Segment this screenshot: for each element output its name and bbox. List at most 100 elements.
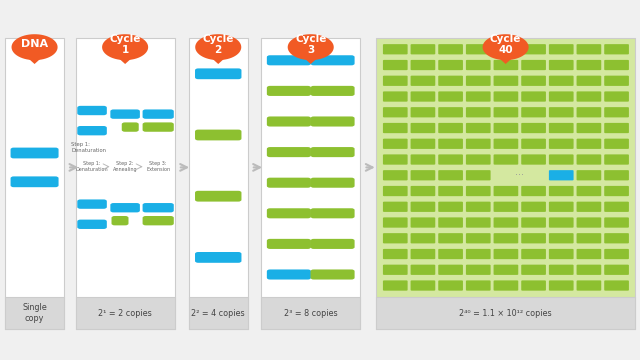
Polygon shape [483, 34, 529, 60]
FancyBboxPatch shape [577, 249, 601, 259]
FancyBboxPatch shape [267, 147, 311, 157]
FancyBboxPatch shape [466, 60, 491, 70]
FancyBboxPatch shape [549, 202, 573, 212]
FancyBboxPatch shape [604, 60, 629, 70]
FancyBboxPatch shape [195, 68, 241, 79]
FancyBboxPatch shape [521, 265, 546, 275]
FancyBboxPatch shape [77, 220, 107, 229]
FancyBboxPatch shape [521, 60, 546, 70]
FancyBboxPatch shape [143, 109, 174, 119]
Text: Single
copy: Single copy [22, 303, 47, 323]
FancyBboxPatch shape [604, 186, 629, 196]
FancyBboxPatch shape [493, 233, 518, 243]
FancyBboxPatch shape [310, 117, 355, 127]
FancyBboxPatch shape [549, 249, 573, 259]
FancyBboxPatch shape [493, 265, 518, 275]
FancyBboxPatch shape [383, 170, 408, 180]
FancyBboxPatch shape [577, 280, 601, 291]
FancyBboxPatch shape [383, 249, 408, 259]
FancyBboxPatch shape [383, 44, 408, 54]
FancyBboxPatch shape [411, 107, 435, 117]
Polygon shape [300, 54, 322, 64]
FancyBboxPatch shape [438, 217, 463, 228]
FancyBboxPatch shape [411, 60, 435, 70]
FancyBboxPatch shape [493, 107, 518, 117]
FancyBboxPatch shape [604, 154, 629, 165]
Text: 2³ = 8 copies: 2³ = 8 copies [284, 309, 337, 318]
FancyBboxPatch shape [383, 233, 408, 243]
FancyBboxPatch shape [549, 280, 573, 291]
FancyBboxPatch shape [493, 76, 518, 86]
FancyBboxPatch shape [577, 202, 601, 212]
FancyBboxPatch shape [493, 154, 518, 165]
FancyBboxPatch shape [604, 44, 629, 54]
Polygon shape [23, 54, 46, 64]
FancyBboxPatch shape [411, 123, 435, 133]
FancyBboxPatch shape [310, 239, 355, 249]
FancyBboxPatch shape [438, 91, 463, 102]
FancyBboxPatch shape [438, 139, 463, 149]
FancyBboxPatch shape [521, 76, 546, 86]
FancyBboxPatch shape [577, 265, 601, 275]
Bar [76, 38, 175, 329]
FancyBboxPatch shape [549, 44, 573, 54]
FancyBboxPatch shape [10, 176, 59, 187]
FancyBboxPatch shape [383, 280, 408, 291]
Bar [376, 297, 635, 329]
FancyBboxPatch shape [466, 76, 491, 86]
FancyBboxPatch shape [521, 217, 546, 228]
FancyBboxPatch shape [577, 154, 601, 165]
FancyBboxPatch shape [383, 202, 408, 212]
FancyBboxPatch shape [77, 199, 107, 209]
FancyBboxPatch shape [577, 217, 601, 228]
FancyBboxPatch shape [438, 249, 463, 259]
FancyBboxPatch shape [438, 107, 463, 117]
Text: Step 1:
Denaturation: Step 1: Denaturation [76, 161, 108, 172]
FancyBboxPatch shape [549, 265, 573, 275]
FancyBboxPatch shape [383, 60, 408, 70]
FancyBboxPatch shape [310, 178, 355, 188]
FancyBboxPatch shape [411, 202, 435, 212]
FancyBboxPatch shape [521, 44, 546, 54]
FancyBboxPatch shape [438, 76, 463, 86]
FancyBboxPatch shape [521, 249, 546, 259]
FancyBboxPatch shape [267, 86, 311, 96]
FancyBboxPatch shape [411, 249, 435, 259]
FancyBboxPatch shape [493, 249, 518, 259]
FancyBboxPatch shape [466, 154, 491, 165]
FancyBboxPatch shape [438, 265, 463, 275]
FancyBboxPatch shape [411, 233, 435, 243]
FancyBboxPatch shape [493, 202, 518, 212]
FancyBboxPatch shape [411, 217, 435, 228]
Text: Step 1:
Denaturation: Step 1: Denaturation [71, 142, 106, 153]
FancyBboxPatch shape [267, 270, 311, 280]
FancyBboxPatch shape [267, 117, 311, 127]
FancyBboxPatch shape [493, 139, 518, 149]
FancyBboxPatch shape [267, 178, 311, 188]
Bar [376, 38, 635, 329]
FancyBboxPatch shape [438, 123, 463, 133]
FancyBboxPatch shape [466, 107, 491, 117]
FancyBboxPatch shape [549, 217, 573, 228]
Text: 2² = 4 copies: 2² = 4 copies [191, 309, 245, 318]
Text: Cycle
1: Cycle 1 [109, 34, 141, 55]
FancyBboxPatch shape [143, 216, 174, 225]
Bar [261, 38, 360, 329]
FancyBboxPatch shape [122, 122, 139, 132]
FancyBboxPatch shape [438, 44, 463, 54]
FancyBboxPatch shape [521, 107, 546, 117]
Polygon shape [195, 34, 241, 60]
Bar [189, 38, 248, 329]
FancyBboxPatch shape [549, 186, 573, 196]
FancyBboxPatch shape [577, 123, 601, 133]
FancyBboxPatch shape [604, 107, 629, 117]
FancyBboxPatch shape [267, 55, 311, 66]
FancyBboxPatch shape [438, 170, 463, 180]
FancyBboxPatch shape [310, 55, 355, 66]
FancyBboxPatch shape [383, 186, 408, 196]
FancyBboxPatch shape [604, 123, 629, 133]
FancyBboxPatch shape [383, 123, 408, 133]
FancyBboxPatch shape [383, 76, 408, 86]
FancyBboxPatch shape [577, 44, 601, 54]
FancyBboxPatch shape [493, 280, 518, 291]
